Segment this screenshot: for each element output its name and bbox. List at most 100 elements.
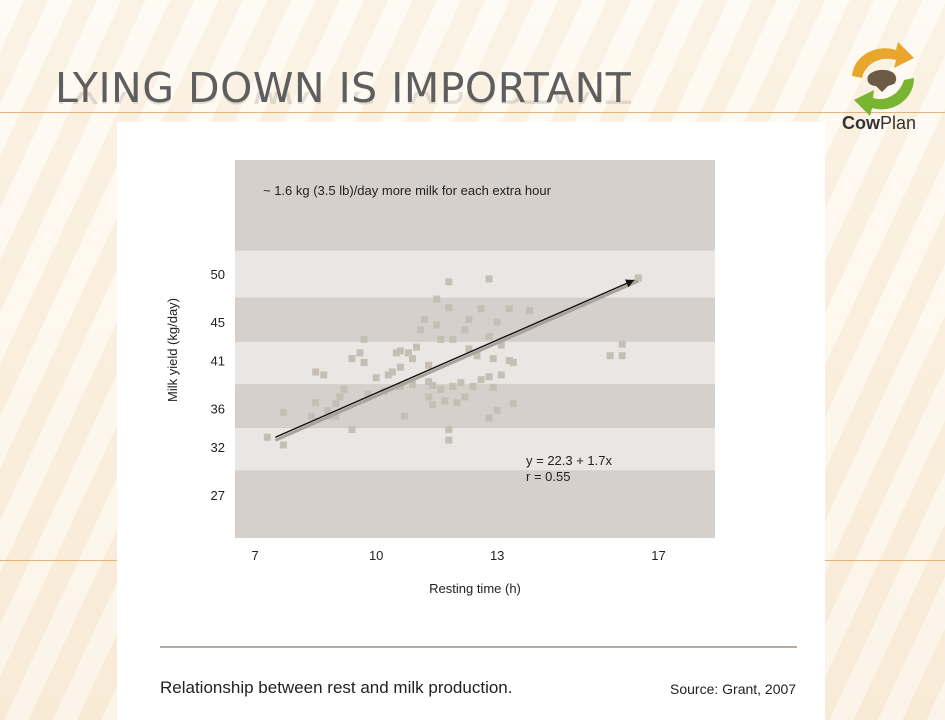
orange-arrow-icon bbox=[852, 42, 914, 78]
data-point bbox=[348, 426, 356, 434]
data-point bbox=[445, 436, 453, 444]
y-tick-label: 32 bbox=[211, 440, 225, 455]
figure-panel: ~ 1.6 kg (3.5 lb)/day more milk for each… bbox=[117, 122, 825, 720]
data-point bbox=[445, 426, 453, 434]
data-point bbox=[606, 352, 614, 360]
data-point bbox=[485, 373, 493, 381]
data-point bbox=[461, 326, 469, 334]
figure-source: Source: Grant, 2007 bbox=[670, 681, 797, 697]
data-point bbox=[505, 305, 513, 313]
data-point bbox=[336, 393, 344, 401]
background-band bbox=[235, 470, 715, 538]
y-tick-label: 27 bbox=[211, 488, 225, 503]
data-point bbox=[404, 349, 412, 357]
y-tick-label: 50 bbox=[211, 267, 225, 282]
data-point bbox=[332, 400, 340, 408]
data-point bbox=[425, 393, 433, 401]
data-point bbox=[396, 347, 404, 355]
data-point bbox=[505, 357, 513, 365]
slide-title-reflection-text: LYING DOWN IS IMPORTANT bbox=[55, 92, 631, 112]
data-point bbox=[392, 349, 400, 357]
data-point bbox=[408, 380, 416, 388]
data-point bbox=[413, 343, 421, 351]
background-band bbox=[235, 160, 715, 251]
y-axis-label: Milk yield (kg/day) bbox=[165, 298, 180, 402]
data-point bbox=[634, 274, 642, 282]
data-point bbox=[509, 400, 517, 408]
data-point bbox=[457, 379, 465, 387]
data-point bbox=[312, 399, 320, 407]
scatter-chart: ~ 1.6 kg (3.5 lb)/day more milk for each… bbox=[165, 160, 715, 596]
data-point bbox=[465, 345, 473, 353]
data-point bbox=[433, 321, 441, 329]
regression-r-value: r = 0.55 bbox=[526, 469, 570, 484]
regression-equation: y = 22.3 + 1.7x bbox=[526, 453, 613, 468]
x-tick-label: 17 bbox=[651, 548, 665, 563]
title-underline bbox=[0, 112, 945, 113]
data-point bbox=[360, 335, 368, 343]
data-point bbox=[433, 295, 441, 303]
data-point bbox=[437, 385, 445, 393]
data-point bbox=[312, 368, 320, 376]
data-point bbox=[618, 352, 626, 360]
data-point bbox=[493, 406, 501, 414]
data-point bbox=[477, 305, 485, 313]
data-point bbox=[429, 381, 437, 389]
data-point bbox=[453, 399, 461, 407]
data-point bbox=[360, 358, 368, 366]
background-band bbox=[235, 427, 715, 471]
cow-head-icon bbox=[867, 69, 897, 92]
data-point bbox=[425, 361, 433, 369]
data-point bbox=[332, 412, 340, 420]
data-point bbox=[497, 341, 505, 349]
data-point bbox=[429, 401, 437, 409]
data-point bbox=[485, 275, 493, 283]
green-arrow-icon bbox=[854, 78, 914, 116]
x-axis-label: Resting time (h) bbox=[429, 581, 521, 596]
data-point bbox=[618, 340, 626, 348]
data-point bbox=[364, 390, 372, 398]
data-point bbox=[525, 307, 533, 315]
regression-line bbox=[275, 279, 635, 438]
data-point bbox=[441, 397, 449, 405]
data-point bbox=[489, 355, 497, 363]
data-point bbox=[340, 385, 348, 393]
regression-shadow bbox=[274, 279, 639, 442]
data-point bbox=[320, 371, 328, 379]
background-band bbox=[235, 384, 715, 428]
data-point bbox=[408, 355, 416, 363]
data-point bbox=[388, 368, 396, 376]
data-point bbox=[461, 393, 469, 401]
data-point bbox=[497, 371, 505, 379]
figure-caption: Relationship between rest and milk produ… bbox=[160, 678, 513, 697]
data-point bbox=[400, 412, 408, 420]
data-point bbox=[421, 315, 429, 323]
data-point bbox=[417, 326, 425, 334]
data-point bbox=[348, 355, 356, 363]
data-point bbox=[396, 363, 404, 371]
data-point bbox=[356, 349, 364, 357]
data-point bbox=[509, 358, 517, 366]
data-point bbox=[437, 335, 445, 343]
chart-annotation: ~ 1.6 kg (3.5 lb)/day more milk for each… bbox=[263, 183, 552, 198]
data-point bbox=[485, 414, 493, 422]
data-point bbox=[324, 406, 332, 414]
wordmark-cow: Cow bbox=[842, 113, 880, 133]
data-point bbox=[477, 376, 485, 384]
figure-divider bbox=[160, 646, 797, 648]
data-point bbox=[489, 383, 497, 391]
x-tick-label: 10 bbox=[369, 548, 383, 563]
data-point bbox=[449, 335, 457, 343]
x-tick-label: 13 bbox=[490, 548, 504, 563]
y-tick-label: 45 bbox=[211, 315, 225, 330]
slide-title: LYING DOWN IS IMPORTANT bbox=[55, 64, 632, 112]
background-band bbox=[235, 298, 715, 342]
data-point bbox=[425, 378, 433, 386]
background-band bbox=[235, 341, 715, 385]
data-point bbox=[485, 333, 493, 341]
data-point bbox=[308, 412, 316, 420]
y-tick-label: 41 bbox=[211, 354, 225, 369]
data-point bbox=[449, 382, 457, 390]
data-point bbox=[493, 318, 501, 326]
x-tick-label: 7 bbox=[252, 548, 259, 563]
